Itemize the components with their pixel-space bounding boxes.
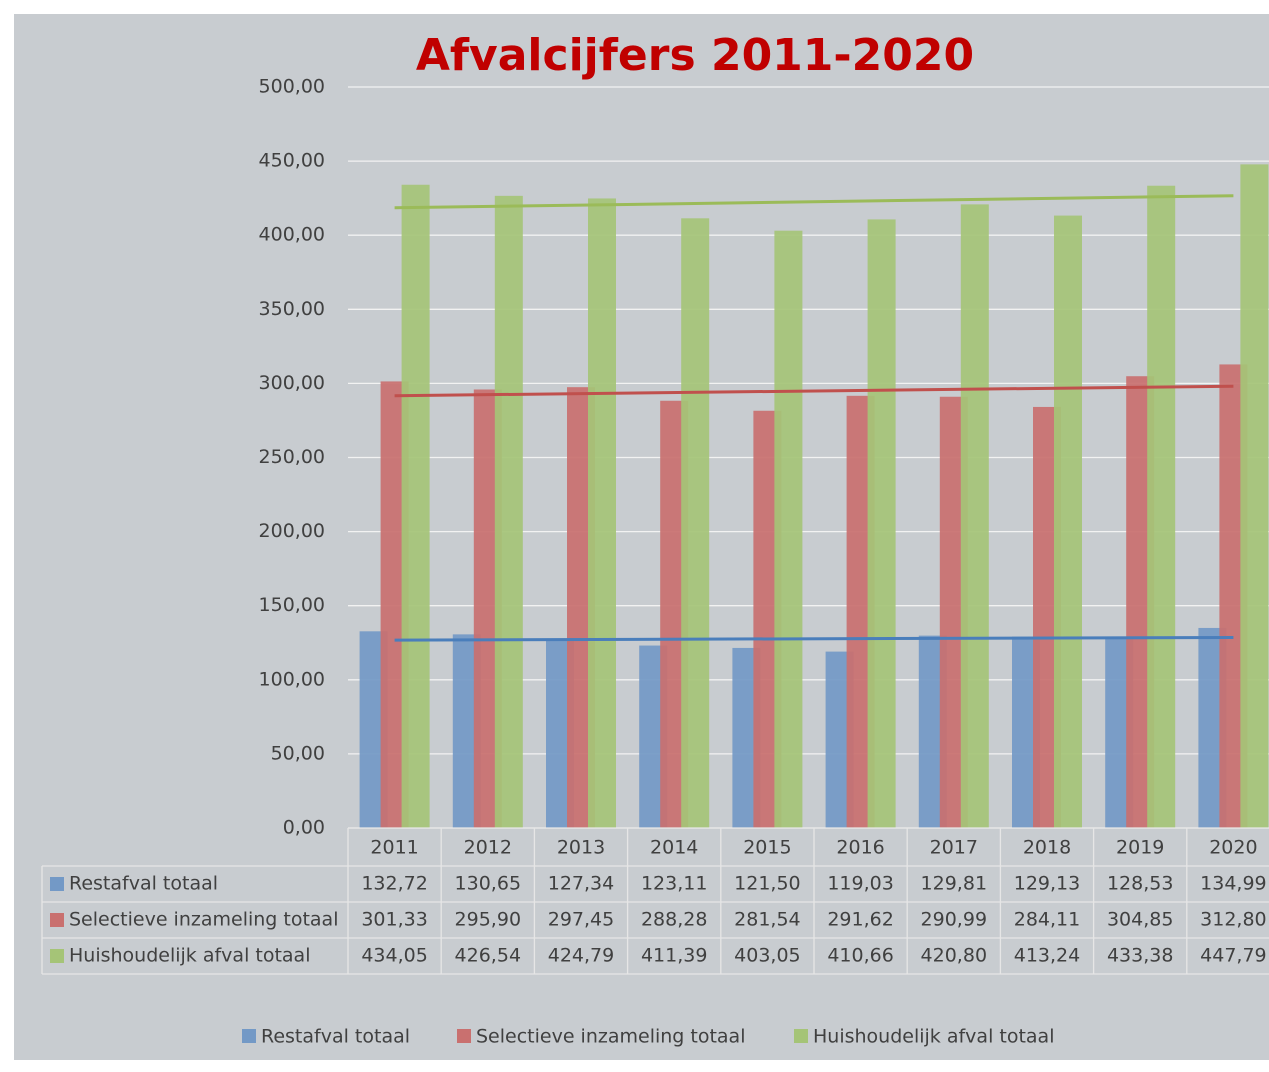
table-cell: 284,11 [1014, 909, 1080, 931]
legend-label: Restafval totaal [261, 1026, 410, 1048]
table-cell: 312,80 [1200, 909, 1266, 931]
bar [960, 204, 989, 829]
table-legend-key [50, 949, 64, 963]
y-tick-label: 150,00 [259, 594, 325, 616]
table-cell: 304,85 [1107, 909, 1173, 931]
table-cell: 129,81 [921, 873, 987, 895]
y-tick-label: 500,00 [259, 76, 325, 98]
table-cell: 121,50 [734, 873, 800, 895]
y-tick-label: 300,00 [259, 372, 325, 394]
x-tick-label: 2013 [557, 837, 605, 859]
y-tick-label: 250,00 [259, 446, 325, 468]
table-cell: 447,79 [1200, 945, 1266, 967]
y-tick-label: 350,00 [259, 298, 325, 320]
x-tick-label: 2011 [370, 837, 418, 859]
table-cell: 426,54 [455, 945, 521, 967]
legend-key [457, 1029, 471, 1043]
bar [401, 184, 430, 828]
table-cell: 420,80 [921, 945, 987, 967]
trendline [394, 194, 1234, 210]
bar [774, 230, 803, 828]
table-cell: 290,99 [921, 909, 987, 931]
table-cell: 410,66 [827, 945, 893, 967]
y-tick-label: 450,00 [259, 150, 325, 172]
y-tick-label: 400,00 [259, 224, 325, 246]
table-cell: 288,28 [641, 909, 707, 931]
table-cell: 134,99 [1200, 873, 1266, 895]
table-cell: 413,24 [1014, 945, 1080, 967]
x-tick-label: 2018 [1023, 837, 1071, 859]
table-cell: 132,72 [361, 873, 427, 895]
bar [494, 195, 523, 828]
table-row-label: Huishoudelijk afval totaal [69, 945, 310, 967]
table-cell: 123,11 [641, 873, 707, 895]
y-tick-label: 200,00 [259, 520, 325, 542]
legend-label: Huishoudelijk afval totaal [813, 1026, 1054, 1048]
bar [681, 218, 710, 829]
bar [867, 219, 896, 829]
legend-label: Selectieve inzameling totaal [476, 1026, 745, 1048]
table-cell: 130,65 [455, 873, 521, 895]
table-cell: 433,38 [1107, 945, 1173, 967]
table-cell: 291,62 [827, 909, 893, 931]
y-tick-label: 0,00 [283, 817, 325, 839]
table-legend-key [50, 913, 64, 927]
bar [1240, 164, 1269, 828]
table-cell: 411,39 [641, 945, 707, 967]
table-cell: 301,33 [361, 909, 427, 931]
table-row-label: Selectieve inzameling totaal [69, 909, 338, 931]
table-cell: 281,54 [734, 909, 800, 931]
trendline [394, 384, 1234, 398]
y-tick-label: 100,00 [259, 668, 325, 690]
table-cell: 434,05 [361, 945, 427, 967]
legend-key [794, 1029, 808, 1043]
table-cell: 403,05 [734, 945, 800, 967]
table-row-label: Restafval totaal [69, 873, 218, 895]
bar [1147, 185, 1176, 828]
bar [1054, 215, 1082, 829]
table-cell: 127,34 [548, 873, 614, 895]
table-cell: 295,90 [455, 909, 521, 931]
x-tick-label: 2014 [650, 837, 698, 859]
bar [588, 198, 616, 828]
x-tick-label: 2019 [1116, 837, 1164, 859]
legend-key [242, 1029, 256, 1043]
x-tick-label: 2020 [1209, 837, 1257, 859]
x-tick-label: 2017 [930, 837, 978, 859]
table-cell: 297,45 [548, 909, 614, 931]
table-cell: 129,13 [1014, 873, 1080, 895]
table-cell: 119,03 [827, 873, 893, 895]
x-tick-label: 2016 [836, 837, 884, 859]
chart-title: Afvalcijfers 2011-2020 [416, 30, 974, 81]
x-tick-label: 2012 [464, 837, 512, 859]
table-legend-key [50, 877, 64, 891]
y-tick-label: 50,00 [271, 742, 325, 764]
x-tick-label: 2015 [743, 837, 791, 859]
trendline [394, 635, 1234, 642]
table-cell: 128,53 [1107, 873, 1173, 895]
table-cell: 424,79 [548, 945, 614, 967]
